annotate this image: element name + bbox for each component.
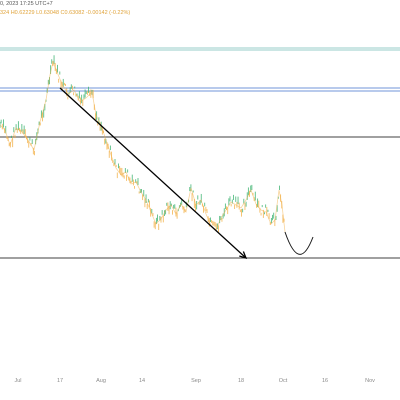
ohlc-values: 324 H0.62229 L0.63048 C0.63082 -0.00142 … [0,10,131,16]
x-tick-label: Nov [365,378,375,384]
x-tick-label: Sep [191,378,201,384]
x-tick-label: Jul [14,378,21,384]
projection-path [284,231,314,255]
x-tick-label: 18 [238,378,244,384]
trend-arrow [59,87,248,260]
price-series [0,55,286,233]
projection-curve [284,231,314,255]
x-tick-label: Oct [279,378,288,384]
x-tick-label: 14 [139,378,145,384]
price-line [0,60,286,233]
x-axis: Jul 17 Aug 14 Sep 18 Oct 16 Nov [14,378,375,384]
x-tick-label: 17 [57,378,63,384]
trend-arrow-line [59,87,247,259]
x-tick-label: 16 [322,378,328,384]
x-tick-label: Aug [96,378,106,384]
header-info: 0, 2023 17:25 UTC+7 [0,1,53,7]
trend-arrow-head [239,251,248,260]
